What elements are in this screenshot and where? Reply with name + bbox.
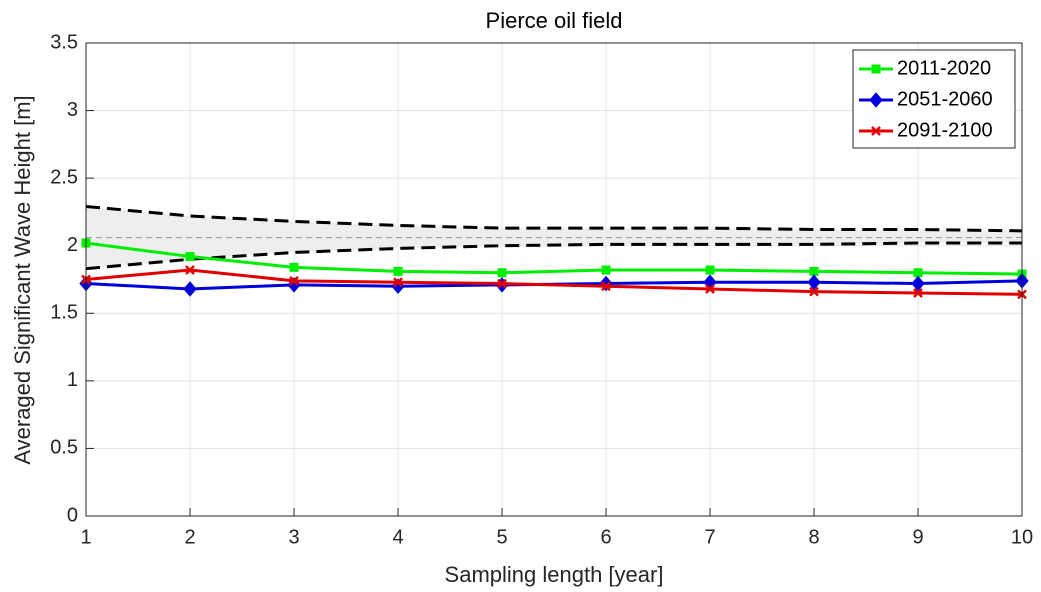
x-tick-label: 8 (808, 526, 819, 548)
marker (289, 262, 299, 272)
y-tick-label: 0.5 (50, 437, 78, 459)
marker (871, 126, 881, 136)
marker (393, 266, 403, 276)
marker (705, 265, 715, 275)
legend-label: 2011-2020 (897, 57, 991, 79)
chart-title: Pierce oil field (486, 8, 623, 33)
y-axis-label: Averaged Significant Wave Height [m] (10, 95, 35, 464)
marker (289, 275, 299, 286)
x-tick-label: 10 (1011, 526, 1033, 548)
series-line (85, 241, 1023, 276)
marker (809, 286, 819, 297)
x-tick-label: 6 (600, 526, 611, 548)
marker (185, 252, 195, 262)
x-tick-label: 9 (912, 526, 923, 548)
y-tick-label: 0 (67, 504, 78, 526)
y-tick-label: 1.5 (50, 302, 78, 324)
y-tick-label: 1 (67, 369, 78, 391)
marker (809, 266, 819, 276)
marker (807, 274, 821, 290)
y-tick-label: 3.5 (50, 31, 78, 53)
y-tick-label: 3 (67, 99, 78, 121)
x-tick-label: 3 (288, 526, 299, 548)
marker (911, 275, 925, 292)
marker (869, 92, 883, 108)
marker (497, 278, 507, 289)
x-tick-label: 7 (704, 526, 715, 548)
legend-label: 2051-2060 (897, 88, 993, 110)
marker (183, 281, 197, 297)
marker (871, 64, 881, 74)
envelope-bound (85, 241, 1022, 271)
x-tick-label: 5 (496, 526, 507, 548)
envelope-bound (85, 205, 1023, 233)
legend-label: 2091-2100 (897, 119, 993, 141)
marker (185, 265, 195, 275)
marker (497, 268, 507, 278)
x-tick-label: 1 (80, 526, 91, 548)
marker (601, 265, 611, 275)
legend: 2011-2020 2051-2060 2091-2100 (852, 49, 1016, 149)
series-line (85, 268, 1023, 296)
x-tick-label: 4 (392, 526, 403, 548)
envelope-fill (86, 206, 1022, 269)
marker (705, 284, 715, 294)
marker (913, 268, 923, 278)
x-tick-label: 2 (184, 526, 195, 548)
marker (913, 288, 923, 298)
y-tick-label: 2.5 (50, 166, 78, 188)
x-axis-label: Sampling length [year] (445, 562, 664, 587)
y-tick-label: 2 (67, 234, 78, 256)
marker (601, 281, 611, 292)
marker (393, 277, 403, 288)
axes-box (85, 42, 1023, 517)
